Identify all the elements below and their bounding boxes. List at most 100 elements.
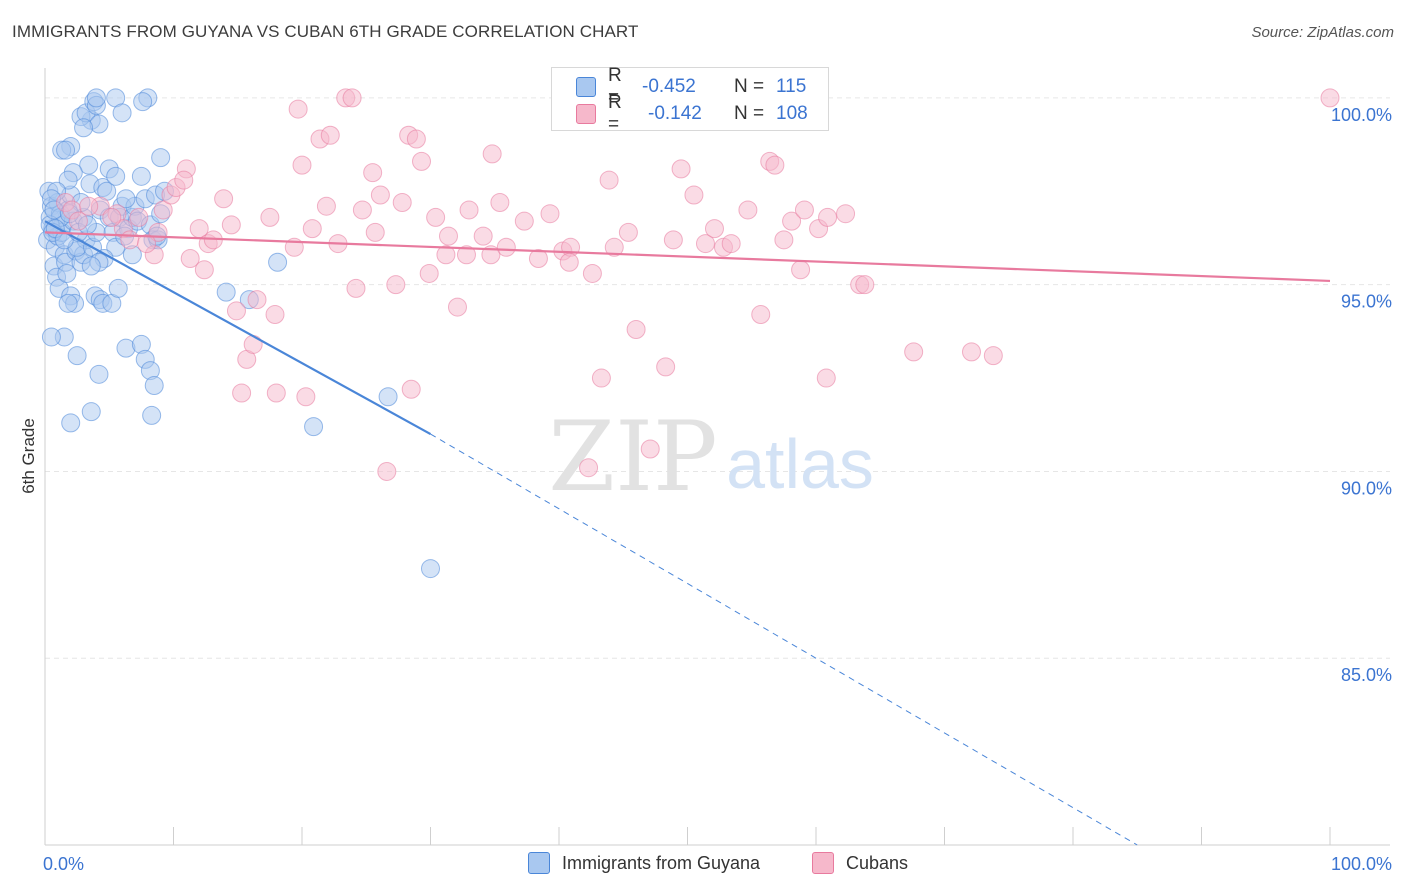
cubans-point	[983, 346, 1003, 366]
cubans-point	[604, 237, 624, 257]
cubans-point	[782, 211, 802, 231]
cubans-point	[818, 207, 838, 227]
guyana-point	[268, 252, 288, 272]
cubans-point	[260, 207, 280, 227]
cubans-point	[751, 305, 771, 325]
n-label: N =	[734, 103, 765, 124]
guyana-legend-swatch	[528, 852, 550, 874]
guyana-point	[378, 387, 398, 407]
guyana-point	[142, 405, 162, 425]
cubans-point	[370, 185, 390, 205]
cubans-point	[419, 263, 439, 283]
cubans-point	[671, 159, 691, 179]
y-tick-label: 90.0%	[1341, 478, 1392, 498]
cubans-point	[626, 319, 646, 339]
cubans-point	[904, 342, 924, 362]
guyana-point	[89, 364, 109, 384]
guyana-point	[57, 263, 77, 283]
cubans-point	[342, 88, 362, 108]
cubans-point	[221, 215, 241, 235]
cubans-point	[496, 237, 516, 257]
source-label: Source: ZipAtlas.com	[1251, 24, 1394, 41]
r-value: -0.142	[648, 103, 702, 124]
cubans-point	[232, 383, 252, 403]
guyana-point	[79, 155, 99, 175]
n-value: 115	[776, 76, 807, 97]
watermark-zip: ZIP	[548, 401, 717, 513]
guyana-point	[144, 376, 164, 396]
cubans-point	[265, 305, 285, 325]
cubans-point	[438, 226, 458, 246]
cubans-point	[316, 196, 336, 216]
x-tick-label: 100.0%	[1331, 854, 1392, 874]
series-cubans-points	[56, 88, 1340, 481]
legend-row-guyana: R = -0.452 N = 115	[576, 65, 807, 108]
cubans-point	[582, 263, 602, 283]
cubans-point	[226, 301, 246, 321]
cubans-point	[765, 155, 785, 175]
cubans-point	[363, 163, 383, 183]
x-tick-label: 0.0%	[43, 854, 84, 874]
cubans-point	[102, 207, 122, 227]
cubans-point	[214, 189, 234, 209]
cubans-point	[352, 200, 372, 220]
cubans-point	[721, 234, 741, 254]
legend-item-cubans: Cubans	[812, 852, 908, 874]
guyana-point	[58, 293, 78, 313]
r-value: -0.452	[642, 76, 696, 97]
y-axis-label: 6th Grade	[19, 418, 38, 494]
cubans-point	[490, 192, 510, 212]
y-tick-label: 100.0%	[1331, 105, 1392, 125]
cubans-point	[816, 368, 836, 388]
cubans-point	[153, 200, 173, 220]
cubans-point	[855, 275, 875, 295]
cubans-point	[456, 245, 476, 265]
guyana-point	[56, 140, 76, 160]
cubans-point	[1320, 88, 1340, 108]
guyana-point	[81, 256, 101, 276]
cubans-point	[120, 230, 140, 250]
cubans-point	[704, 219, 724, 239]
cubans-point	[447, 297, 467, 317]
cubans-point	[836, 204, 856, 224]
guyana-swatch	[576, 77, 596, 97]
cubans-point	[774, 230, 794, 250]
cubans-point	[514, 211, 534, 231]
cubans-point	[482, 144, 502, 164]
cubans-point	[296, 387, 316, 407]
watermark: ZIP atlas	[548, 401, 874, 513]
grid-lines	[45, 97, 1390, 659]
cubans-point	[436, 245, 456, 265]
cubans-point	[68, 211, 88, 231]
cubans-trend-line	[44, 231, 1331, 283]
cubans-point	[174, 170, 194, 190]
cubans-point	[137, 234, 157, 254]
chart-title: IMMIGRANTS FROM GUYANA VS CUBAN 6TH GRAD…	[12, 22, 639, 41]
cubans-point	[180, 249, 200, 269]
cubans-point	[618, 222, 638, 242]
cubans-point	[540, 204, 560, 224]
cubans-point	[243, 334, 263, 354]
cubans-point	[961, 342, 981, 362]
guyana-point	[116, 189, 136, 209]
n-label: N =	[734, 76, 765, 97]
cubans-point	[426, 207, 446, 227]
cubans-point	[473, 226, 493, 246]
guyana-point	[74, 118, 94, 138]
guyana-point	[216, 282, 236, 302]
cubans-point	[302, 219, 322, 239]
cubans-point	[559, 252, 579, 272]
cubans-point	[406, 129, 426, 149]
y-tick-label: 85.0%	[1341, 665, 1392, 685]
guyana-point	[67, 346, 87, 366]
guyana-legend-label: Immigrants from Guyana	[562, 852, 761, 873]
guyana-point	[81, 402, 101, 422]
guyana-point	[131, 166, 151, 186]
cubans-point	[288, 99, 308, 119]
legend-row-cubans: R = -0.142 N = 108	[576, 92, 808, 135]
cubans-point	[346, 278, 366, 298]
stats-legend: R = -0.452 N = 115 R = -0.142 N = 108	[551, 65, 829, 135]
cubans-point	[412, 151, 432, 171]
guyana-point	[151, 148, 171, 168]
